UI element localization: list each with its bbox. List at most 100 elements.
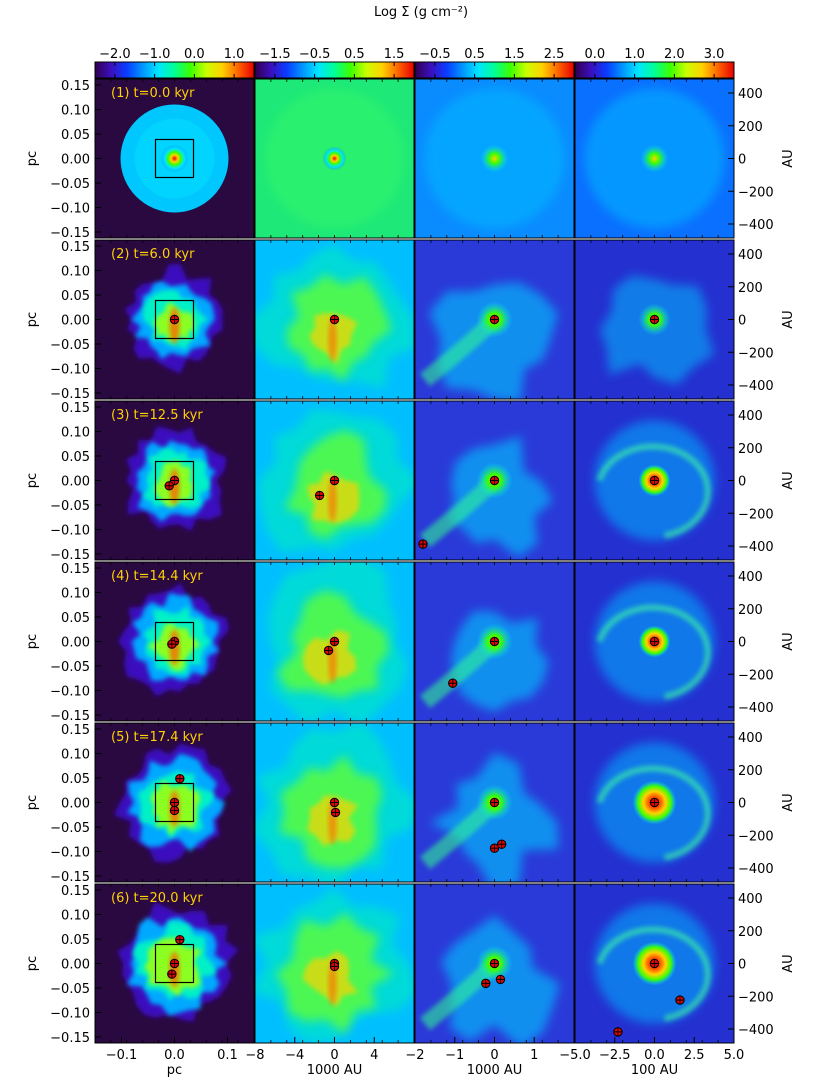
left-tick-label: −0.10 — [50, 685, 90, 700]
panel-r4-c1: (4) t=14.4 kyr — [94, 561, 255, 722]
panel-time-label: (5) t=17.4 kyr — [111, 730, 203, 745]
bottom-tick-label: 4 — [370, 1048, 378, 1063]
right-tick-label: −200 — [738, 185, 774, 200]
left-tick-label: −0.15 — [50, 709, 90, 724]
left-tick-label: 0.15 — [61, 884, 90, 899]
right-tick-label: −400 — [738, 379, 774, 394]
bottom-axis-title: pc — [167, 1063, 182, 1078]
left-tick-label: 0.15 — [61, 240, 90, 255]
right-tick-label: 400 — [738, 731, 763, 746]
right-tick-label: 400 — [738, 892, 763, 907]
left-axis-title: pc — [25, 312, 40, 327]
left-tick-label: 0.15 — [61, 562, 90, 577]
panel-r3-c4 — [574, 400, 735, 561]
colorbar-4 — [574, 61, 735, 79]
left-tick-label: 0.05 — [61, 450, 90, 465]
left-tick-label: 0.15 — [61, 723, 90, 738]
colorbar-tick-label: 0.5 — [344, 47, 365, 62]
panel-r1-c2 — [254, 78, 415, 239]
left-tick-label: −0.15 — [50, 226, 90, 241]
left-tick-label: 0.05 — [61, 289, 90, 304]
left-tick-label: −0.10 — [50, 363, 90, 378]
zoom-box — [154, 460, 195, 501]
panel-time-label: (3) t=12.5 kyr — [111, 408, 203, 423]
left-tick-label: −0.15 — [50, 1031, 90, 1046]
left-tick-label: 0.10 — [61, 587, 90, 602]
colorbar-tick-label: −0.5 — [299, 47, 331, 62]
left-tick-label: −0.05 — [50, 338, 90, 353]
left-tick-label: −0.10 — [50, 524, 90, 539]
zoom-box — [154, 621, 195, 662]
bottom-tick-label: −1 — [445, 1048, 464, 1063]
right-tick-label: −200 — [738, 668, 774, 683]
panel-r3-c1: (3) t=12.5 kyr — [94, 400, 255, 561]
bottom-tick-label: −2 — [405, 1048, 424, 1063]
panel-r1-c4 — [574, 78, 735, 239]
left-tick-label: 0.15 — [61, 401, 90, 416]
panel-time-label: (1) t=0.0 kyr — [111, 86, 195, 101]
panel-r1-c1: (1) t=0.0 kyr — [94, 78, 255, 239]
left-tick-label: 0.00 — [61, 636, 90, 651]
bottom-tick-label: −5.0 — [559, 1048, 591, 1063]
colorbar-title: Log Σ (g cm⁻²) — [374, 5, 468, 20]
zoom-box — [154, 782, 195, 823]
left-tick-label: −0.05 — [50, 660, 90, 675]
colorbar-1 — [94, 61, 255, 79]
left-axis-title: pc — [25, 473, 40, 488]
left-tick-label: −0.10 — [50, 1007, 90, 1022]
right-axis: 400 200 0 −200 −400 AU 400 200 0 −200 −400 AU 400 200… — [728, 87, 796, 1038]
right-tick-label: 400 — [738, 409, 763, 424]
bottom-tick-label: 0 — [330, 1048, 338, 1063]
left-tick-label: 0.10 — [61, 426, 90, 441]
left-axis-title: pc — [25, 634, 40, 649]
right-tick-label: 400 — [738, 570, 763, 585]
colorbar-tick-label: 1.5 — [384, 47, 405, 62]
bottom-axis-title: 1000 AU — [307, 1063, 363, 1078]
zoom-box — [154, 299, 195, 340]
left-tick-label: −0.15 — [50, 387, 90, 402]
panel-time-label: (4) t=14.4 kyr — [111, 569, 203, 584]
colorbar-tick-label: 0.5 — [464, 47, 485, 62]
left-tick-label: 0.00 — [61, 153, 90, 168]
zoom-box — [154, 943, 195, 984]
panel-r4-c4 — [574, 561, 735, 722]
left-axis-title: pc — [25, 956, 40, 971]
right-tick-label: 400 — [738, 87, 763, 102]
bottom-axes: −0.1 0.0 0.1 pc −8 −4 0 4 1000 AU −2 −1 0 1 1000 AU −5… — [106, 1037, 745, 1078]
left-tick-label: 0.00 — [61, 475, 90, 490]
bottom-tick-label: −4 — [285, 1048, 304, 1063]
colorbar-3 — [414, 61, 575, 79]
panel-r5-c4 — [574, 722, 735, 883]
colorbar-tick-label: 1.0 — [624, 47, 645, 62]
bottom-tick-label: 2.5 — [684, 1048, 705, 1063]
left-tick-label: 0.10 — [61, 748, 90, 763]
right-tick-label: 0 — [738, 958, 746, 973]
colorbar-tick-label: −0.5 — [419, 47, 451, 62]
colorbar-tick-label: 1.5 — [504, 47, 525, 62]
left-tick-label: 0.10 — [61, 104, 90, 119]
left-tick-label: −0.10 — [50, 202, 90, 217]
right-tick-label: 0 — [738, 153, 746, 168]
right-tick-label: 200 — [738, 764, 763, 779]
right-tick-label: −200 — [738, 990, 774, 1005]
panel-r4-c2 — [254, 561, 415, 722]
bottom-tick-label: 0.1 — [217, 1048, 238, 1063]
panel-r5-c1: (5) t=17.4 kyr — [94, 722, 255, 883]
panel-r2-c1: (2) t=6.0 kyr — [94, 239, 255, 400]
left-tick-label: −0.15 — [50, 870, 90, 885]
left-tick-label: 0.05 — [61, 128, 90, 143]
colorbars: −2.0 −1.0 0.0 1.0 −1.5 −0.5 0.5 1.5 −0.5 0.5 1.5 2.… — [94, 47, 735, 79]
right-tick-label: −400 — [738, 218, 774, 233]
panel-r5-c2 — [254, 722, 415, 883]
bottom-tick-label: −8 — [245, 1048, 264, 1063]
right-axis-title: AU — [781, 149, 796, 167]
right-tick-label: 200 — [738, 442, 763, 457]
right-tick-label: 0 — [738, 797, 746, 812]
panel-r5-c3 — [414, 722, 575, 883]
bottom-tick-label: −2.5 — [599, 1048, 631, 1063]
bottom-axis-title: 100 AU — [631, 1063, 678, 1078]
bottom-tick-label: 1 — [530, 1048, 538, 1063]
right-tick-label: 200 — [738, 120, 763, 135]
bottom-tick-label: 5.0 — [724, 1048, 745, 1063]
bottom-tick-label: −0.1 — [106, 1048, 138, 1063]
